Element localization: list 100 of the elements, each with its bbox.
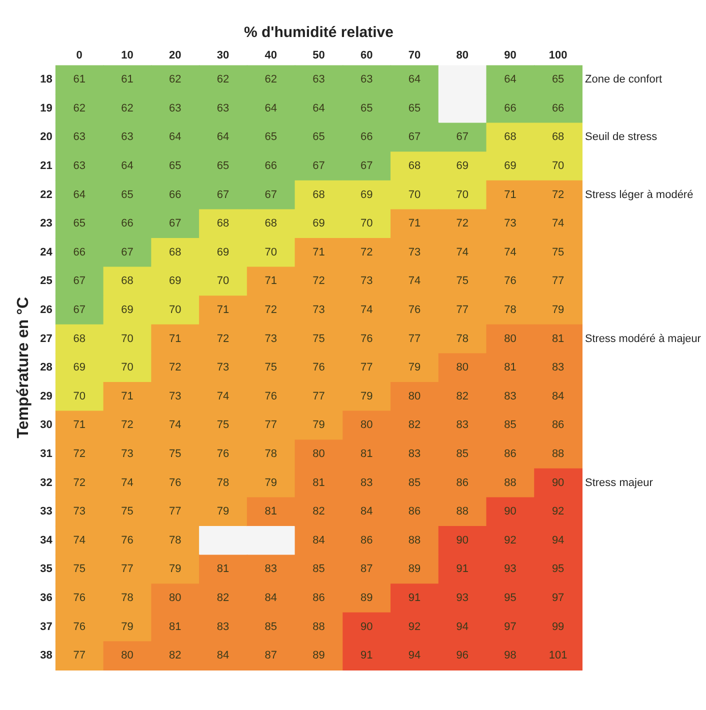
data-label: 78 [121,592,134,604]
data-label: 77 [552,275,564,288]
x-tick-label: 80 [456,50,468,62]
data-label: 88 [504,476,516,489]
data-label: 70 [168,304,182,316]
data-label: 84 [216,650,230,662]
data-label: 76 [264,390,277,402]
data-label: 75 [73,563,86,576]
data-label: 68 [264,218,277,230]
data-label: 65 [264,131,277,144]
data-label: 95 [504,592,516,604]
data-label: 67 [168,218,182,230]
data-label: 93 [456,592,468,604]
data-label: 69 [504,160,516,172]
data-label: 83 [264,563,277,576]
y-tick-label: 35 [40,563,52,576]
data-label: 93 [504,563,516,576]
data-label: 70 [121,362,134,374]
data-label: 73 [312,304,325,316]
data-label: 101 [548,650,568,662]
text: Zone de confort [585,74,662,86]
data-label: 63 [121,131,134,144]
data-label: 66 [504,102,516,114]
data-label: 72 [121,419,134,432]
data-label: 72 [168,362,182,374]
y-tick-label: 22 [40,188,52,201]
data-label: 72 [73,476,86,489]
data-label: 61 [73,74,86,86]
data-label: 69 [312,218,325,230]
data-label: 70 [264,246,277,258]
data-label: 70 [73,390,86,402]
data-label: 67 [264,188,277,201]
x-axis-title: % d'humidité relative [244,24,394,42]
data-label: 78 [216,476,230,489]
y-tick-label: 21 [40,160,52,172]
data-label: 63 [312,74,325,86]
data-label: 72 [552,188,564,201]
data-label: 76 [73,592,86,604]
data-label: 70 [360,218,373,230]
y-tick-label: 23 [40,218,52,230]
data-label: 74 [168,419,182,432]
data-label: 62 [168,74,182,86]
data-label: 67 [312,160,325,172]
data-label: 91 [408,592,421,604]
text: Stress modéré à majeur [585,332,702,345]
data-label: 78 [504,304,516,316]
data-label: 71 [168,332,182,345]
data-label: 91 [360,650,373,662]
data-label: 62 [216,74,230,86]
data-label: 90 [456,534,468,546]
data-label: 92 [504,534,516,546]
data-label: 81 [360,448,373,460]
data-label: 70 [456,188,468,201]
y-tick-label: 32 [40,476,52,489]
data-label: 76 [73,620,86,633]
x-tick-label: 90 [504,50,516,62]
data-label: 81 [216,563,230,576]
data-label: 81 [552,332,564,345]
y-tick-label: 29 [40,390,52,402]
y-tick-label: 31 [40,448,52,460]
data-label: 66 [73,246,86,258]
data-label: 68 [504,131,516,144]
data-label: 88 [456,506,468,518]
data-label: 76 [312,362,325,374]
data-label: 71 [73,419,86,432]
data-label: 82 [168,650,182,662]
data-label: 81 [168,620,182,633]
data-label: 76 [216,448,230,460]
data-label: 74 [360,304,373,316]
data-label: 74 [456,246,468,258]
data-label: 75 [264,362,277,374]
data-label: 89 [360,592,373,604]
data-label: 74 [408,275,421,288]
data-label: 77 [168,506,182,518]
x-tick-label: 100 [548,50,568,62]
data-label: 77 [73,650,86,662]
data-label: 77 [121,563,134,576]
data-label: 75 [456,275,468,288]
data-label: 64 [121,160,134,172]
y-tick-label: 37 [40,620,52,633]
data-label: 87 [360,563,373,576]
data-label: 69 [216,246,230,258]
data-label: 85 [504,419,516,432]
data-label: 74 [121,476,134,489]
data-label: 73 [408,246,421,258]
data-label: 94 [552,534,564,546]
data-label: 74 [552,218,564,230]
x-tick-label: 20 [168,50,182,62]
data-label: 82 [312,506,325,518]
data-label: 82 [408,419,421,432]
data-label: 68 [168,246,182,258]
data-label: 90 [360,620,373,633]
data-label: 77 [360,362,373,374]
data-label: 80 [360,419,373,432]
data-label: 67 [456,131,468,144]
data-label: 82 [216,592,230,604]
data-label: 66 [360,131,373,144]
data-label: 85 [408,476,421,489]
data-label: 71 [121,390,134,402]
data-label: 64 [216,131,230,144]
